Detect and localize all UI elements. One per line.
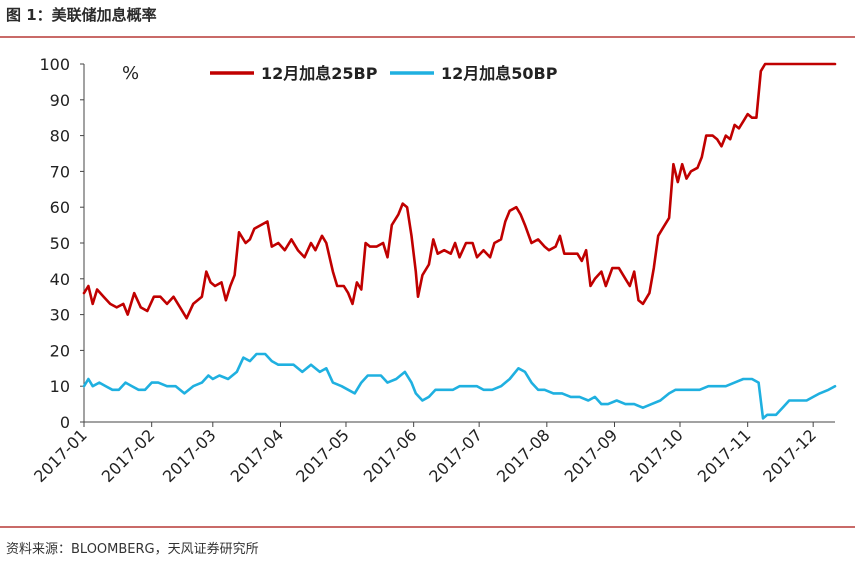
x-tick-label: 2017-08 <box>493 425 554 486</box>
y-tick-label: 80 <box>50 127 70 146</box>
x-tick-label: 2017-04 <box>227 425 288 486</box>
y-tick-label: 100 <box>39 55 70 74</box>
y-tick-label: 0 <box>60 413 70 432</box>
y-tick-label: 90 <box>50 91 70 110</box>
legend-item-25bp-label: 12月加息25BP <box>261 64 378 83</box>
x-tick-label: 2017-10 <box>626 425 687 486</box>
chart-legend: 12月加息25BP 12月加息50BP <box>210 64 558 83</box>
x-tick-label: 2017-03 <box>159 425 220 486</box>
x-tick-label: 2017-05 <box>292 425 353 486</box>
y-tick-label: 40 <box>50 270 70 289</box>
legend-item-50bp-label: 12月加息50BP <box>441 64 558 83</box>
unit-label: % <box>122 63 139 84</box>
y-tick-label: 60 <box>50 198 70 217</box>
source-note: 资料来源：BLOOMBERG，天风证券研究所 <box>6 542 259 557</box>
x-tick-label: 2017-06 <box>360 425 421 486</box>
x-tick-label: 2017-07 <box>425 425 486 486</box>
x-tick-label: 2017-01 <box>30 425 91 486</box>
figure-title: 图 1：美联储加息概率 <box>6 6 157 24</box>
top-divider <box>0 36 855 38</box>
y-tick-label: 10 <box>50 377 70 396</box>
y-tick-label: 20 <box>50 341 70 360</box>
chart-series <box>82 62 837 420</box>
x-tick-label: 2017-12 <box>759 425 820 486</box>
y-tick-label: 30 <box>50 306 70 325</box>
series-line-50bp <box>82 352 837 420</box>
series-line-25bp <box>82 62 837 320</box>
x-tick-label: 2017-09 <box>561 425 622 486</box>
y-tick-label: 70 <box>50 162 70 181</box>
bottom-divider <box>0 526 855 528</box>
y-tick-label: 50 <box>50 234 70 253</box>
x-tick-label: 2017-02 <box>98 425 159 486</box>
x-tick-label: 2017-11 <box>694 425 755 486</box>
